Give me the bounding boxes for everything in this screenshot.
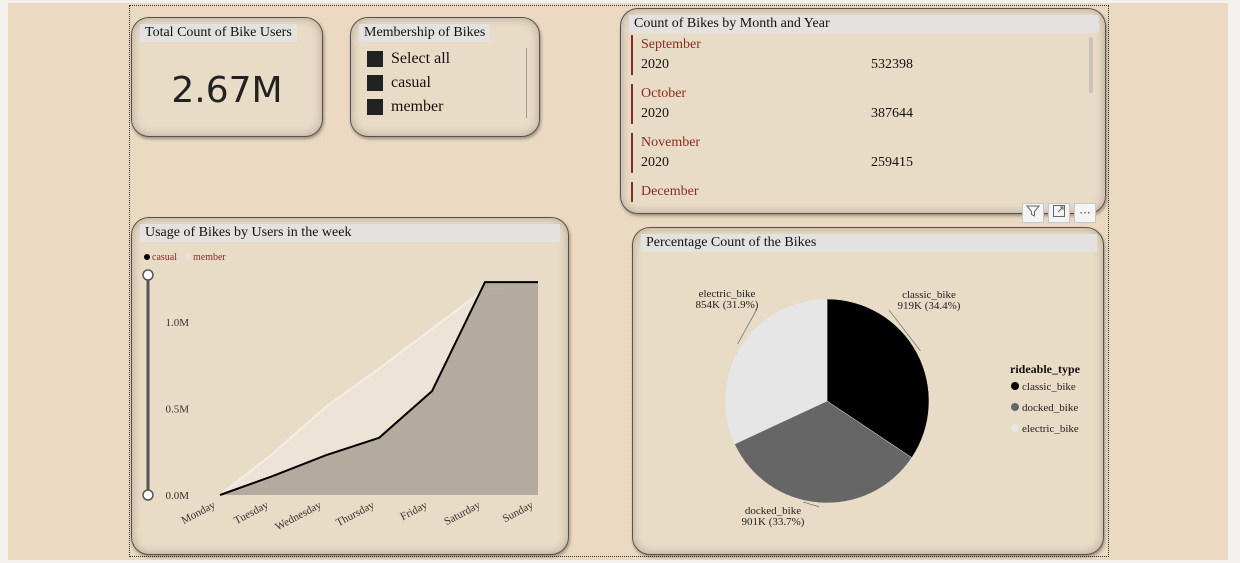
slicer-item-select-all[interactable]: Select all xyxy=(367,48,450,70)
table-count: 387644 xyxy=(871,106,913,121)
checkbox[interactable] xyxy=(367,75,383,91)
table-year: 2020 xyxy=(641,155,669,170)
checkbox[interactable] xyxy=(367,51,383,67)
range-slider-handle-top[interactable] xyxy=(142,269,154,281)
table-row: 2020 387644 xyxy=(631,104,1091,124)
table-count: 532398 xyxy=(871,57,913,72)
kpi-title: Total Count of Bike Users xyxy=(140,24,297,42)
table-row: 2020 532398 xyxy=(631,55,1091,75)
pie-label-name: classic_bike xyxy=(902,289,956,301)
area-plot: 0.0M 0.5M 1.0M Monday Tuesday Wednesday Thursd… xyxy=(142,269,539,534)
kpi-card[interactable]: Total Count of Bike Users 2.67M xyxy=(131,17,323,137)
legend-title: rideable_type xyxy=(1010,362,1081,376)
legend-item-classic_bike: classic_bike xyxy=(1022,381,1076,393)
filter-icon[interactable] xyxy=(1022,203,1044,223)
visual-header: ··· xyxy=(1022,203,1096,223)
table-title: Count of Bikes by Month and Year xyxy=(629,15,1099,33)
table-group-december: December xyxy=(631,182,1091,202)
x-tick-label: Wednesday xyxy=(273,499,324,534)
slicer-scrollbar[interactable] xyxy=(526,48,527,118)
chart-title: Usage of Bikes by Users in the week xyxy=(140,224,560,242)
y-tick-label: 1.0M xyxy=(165,317,189,329)
pie-leader-line xyxy=(888,309,921,352)
table-count: 259415 xyxy=(871,155,913,170)
pie-label-name: electric_bike xyxy=(699,288,756,300)
table-year: 2020 xyxy=(641,106,669,121)
table-month: October xyxy=(631,84,1091,104)
y-tick-label: 0.0M xyxy=(165,490,189,502)
slicer-item-member[interactable]: member xyxy=(367,96,443,118)
legend-item-member[interactable]: member xyxy=(185,252,226,263)
x-tick-label: Friday xyxy=(398,499,429,523)
slicer-title: Membership of Bikes xyxy=(359,24,491,42)
pie-label-value: 854K (31.9%) xyxy=(696,299,759,311)
y-tick-label: 0.5M xyxy=(165,403,189,415)
table-group-october: October 2020 387644 xyxy=(631,84,1091,124)
legend-marker-electric_bike xyxy=(1011,424,1019,432)
legend-marker-docked_bike xyxy=(1011,403,1019,411)
slicer-item-label: casual xyxy=(391,74,431,91)
x-tick-label: Tuesday xyxy=(232,499,271,527)
table-month: December xyxy=(631,182,1091,202)
table-scrollbar[interactable] xyxy=(1089,37,1093,93)
pie-label-value: 919K (34.4%) xyxy=(898,300,961,312)
table-year: 2020 xyxy=(641,57,669,72)
table-month: November xyxy=(631,133,1091,153)
chart-title: Percentage Count of the Bikes xyxy=(641,234,1097,252)
pie-label-value: 901K (33.7%) xyxy=(742,516,805,528)
more-options-icon[interactable]: ··· xyxy=(1074,203,1096,223)
pie-label-name: docked_bike xyxy=(745,505,801,517)
chart-legend: casual member xyxy=(144,252,226,263)
legend-item-electric_bike: electric_bike xyxy=(1022,423,1079,435)
legend-item-docked_bike: docked_bike xyxy=(1022,402,1078,414)
x-tick-label: Saturday xyxy=(442,499,483,528)
slicer-item-casual[interactable]: casual xyxy=(367,72,431,94)
slicer-item-label: member xyxy=(391,98,444,115)
table-group-november: November 2020 259415 xyxy=(631,133,1091,173)
range-slider-handle-bottom[interactable] xyxy=(142,489,154,501)
x-tick-label: Sunday xyxy=(501,499,536,525)
kpi-value: 2.67M xyxy=(171,70,283,111)
x-tick-label: Monday xyxy=(179,499,217,527)
pie-slice-electric_bike xyxy=(724,298,828,445)
pie-leader-line xyxy=(737,308,758,345)
table-row: 2020 259415 xyxy=(631,153,1091,173)
month-year-table[interactable]: Count of Bikes by Month and Year Septemb… xyxy=(620,8,1106,214)
series-area-casual xyxy=(220,282,538,495)
pie-leader-line xyxy=(802,501,820,508)
report-page-frame xyxy=(129,5,1109,557)
checkbox[interactable] xyxy=(367,99,383,115)
x-tick-label: Thursday xyxy=(334,499,377,529)
focus-mode-icon[interactable] xyxy=(1048,203,1070,223)
weekly-usage-chart[interactable]: Usage of Bikes by Users in the week casu… xyxy=(131,217,569,555)
legend-item-casual[interactable]: casual xyxy=(144,252,177,263)
slicer-item-label: Select all xyxy=(391,50,451,67)
series-line-casual xyxy=(219,281,538,496)
membership-slicer[interactable]: Membership of Bikes Select all casual me… xyxy=(350,17,540,137)
table-group-september: September 2020 532398 xyxy=(631,35,1091,75)
table-month: September xyxy=(631,35,1091,55)
bike-type-pie-chart[interactable]: Percentage Count of the Bikes classic_bi… xyxy=(632,227,1104,555)
pie-slice-docked_bike xyxy=(734,400,913,504)
legend-marker-classic_bike xyxy=(1011,382,1019,390)
